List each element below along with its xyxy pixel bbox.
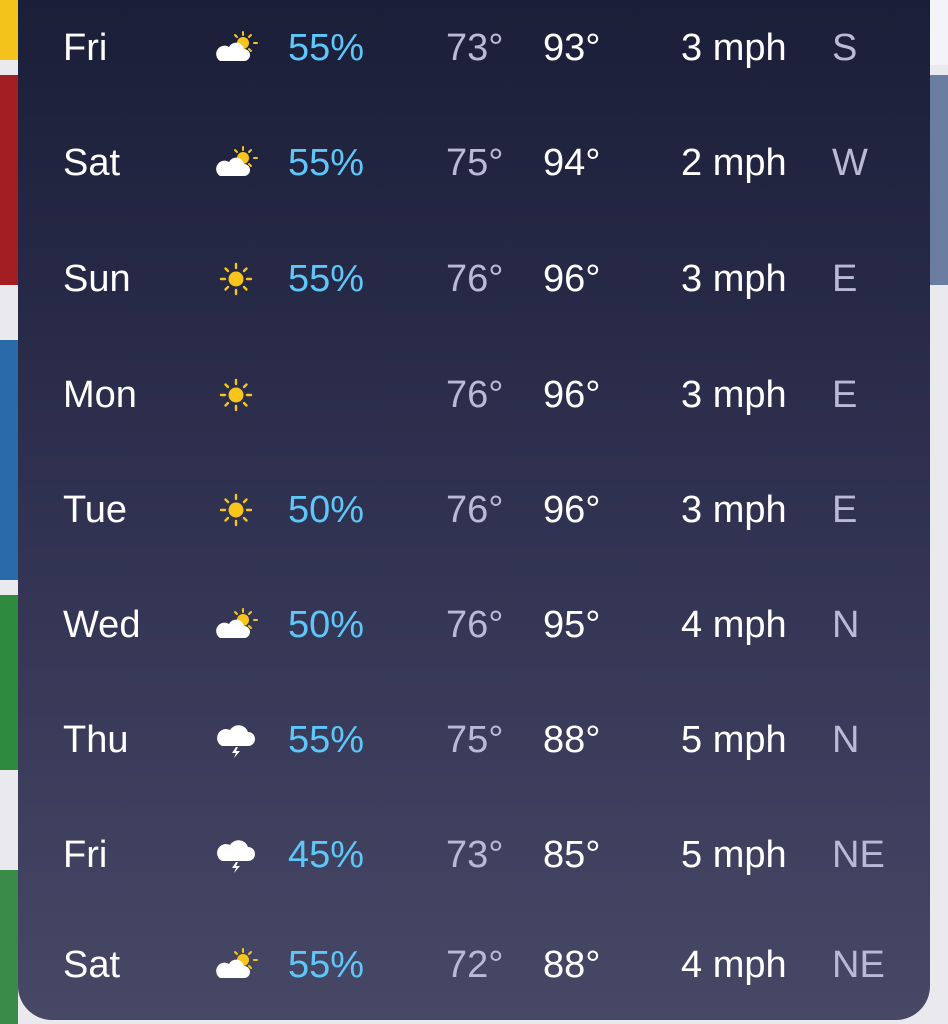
- forecast-row: Sat 55% 72° 88° 4 mph NE: [18, 940, 930, 990]
- day: Fri: [63, 27, 108, 69]
- wind-direction: E: [832, 374, 858, 416]
- precipitation: 55%: [288, 142, 365, 184]
- wind-direction: E: [832, 258, 858, 300]
- background-content: [0, 0, 18, 60]
- high-temp: 93°: [543, 27, 601, 69]
- weather-icon: [214, 492, 258, 528]
- forecast-row: Wed 50% 76° 95° 4 mph N: [18, 600, 930, 650]
- weather-icon: [214, 607, 258, 643]
- background-content: [0, 75, 18, 285]
- wind-direction: N: [832, 604, 860, 646]
- wind-direction: W: [832, 142, 868, 184]
- high-temp: 88°: [543, 944, 601, 986]
- wind: 4 mph: [681, 604, 787, 646]
- precipitation: 45%: [288, 834, 365, 876]
- wind: 5 mph: [681, 719, 787, 761]
- day: Sun: [63, 258, 131, 300]
- day: Wed: [63, 604, 141, 646]
- weather-icon: [214, 377, 258, 413]
- wind: 3 mph: [681, 258, 787, 300]
- weather-icon: [214, 837, 258, 873]
- high-temp: 94°: [543, 142, 601, 184]
- forecast-row: Tue 50% 76° 96° 3 mph E: [18, 485, 930, 535]
- day: Mon: [63, 374, 137, 416]
- background-content: [0, 595, 18, 770]
- high-temp: 88°: [543, 719, 601, 761]
- low-temp: 76°: [446, 604, 504, 646]
- wind: 3 mph: [681, 489, 787, 531]
- day: Thu: [63, 719, 129, 761]
- day: Tue: [63, 489, 128, 531]
- high-temp: 95°: [543, 604, 601, 646]
- wind-direction: N: [832, 719, 860, 761]
- weather-icon: [214, 722, 258, 758]
- high-temp: 85°: [543, 834, 601, 876]
- forecast-row: Sun 55% 76° 96° 3 mph E: [18, 254, 930, 304]
- low-temp: 76°: [446, 258, 504, 300]
- precipitation: 55%: [288, 258, 365, 300]
- background-content: [930, 0, 948, 65]
- low-temp: 76°: [446, 374, 504, 416]
- forecast-row: Mon 76° 96° 3 mph E: [18, 370, 930, 420]
- wind-direction: E: [832, 489, 858, 531]
- wind: 5 mph: [681, 834, 787, 876]
- wind: 3 mph: [681, 27, 787, 69]
- precipitation: 50%: [288, 489, 365, 531]
- weather-icon: [214, 261, 258, 297]
- background-content: [930, 75, 948, 285]
- precipitation: 55%: [288, 27, 365, 69]
- low-temp: 75°: [446, 142, 504, 184]
- low-temp: 76°: [446, 489, 504, 531]
- low-temp: 72°: [446, 944, 504, 986]
- high-temp: 96°: [543, 374, 601, 416]
- low-temp: 75°: [446, 719, 504, 761]
- wind: 4 mph: [681, 944, 787, 986]
- high-temp: 96°: [543, 258, 601, 300]
- weather-icon: [214, 30, 258, 66]
- background-content: [0, 870, 18, 1024]
- forecast-row: Sat 55% 75° 94° 2 mph W: [18, 138, 930, 188]
- wind-direction: NE: [832, 834, 885, 876]
- precipitation: 55%: [288, 944, 365, 986]
- low-temp: 73°: [446, 834, 504, 876]
- forecast-row: Thu 55% 75° 88° 5 mph N: [18, 715, 930, 765]
- forecast-row: Fri 55% 73° 93° 3 mph S: [18, 23, 930, 73]
- forecast-panel: Fri 55% 73° 93° 3 mph S Sat 55% 75° 94° …: [18, 0, 930, 1020]
- day: Sat: [63, 944, 121, 986]
- wind-direction: NE: [832, 944, 885, 986]
- weather-icon: [214, 947, 258, 983]
- low-temp: 73°: [446, 27, 504, 69]
- wind: 3 mph: [681, 374, 787, 416]
- day: Fri: [63, 834, 108, 876]
- wind: 2 mph: [681, 142, 787, 184]
- precipitation: 50%: [288, 604, 365, 646]
- wind-direction: S: [832, 27, 858, 69]
- day: Sat: [63, 142, 121, 184]
- background-content: [0, 340, 18, 580]
- forecast-row: Fri 45% 73° 85° 5 mph NE: [18, 830, 930, 880]
- precipitation: 55%: [288, 719, 365, 761]
- weather-icon: [214, 145, 258, 181]
- high-temp: 96°: [543, 489, 601, 531]
